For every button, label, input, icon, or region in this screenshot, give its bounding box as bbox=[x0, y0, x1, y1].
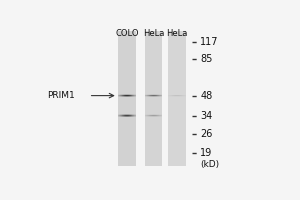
Text: 34: 34 bbox=[200, 111, 212, 121]
Text: 48: 48 bbox=[200, 91, 212, 101]
Bar bbox=[118, 31, 136, 166]
Bar bbox=[145, 31, 163, 166]
Text: (kD): (kD) bbox=[200, 160, 219, 169]
Text: COLO: COLO bbox=[115, 29, 139, 38]
Text: PRIM1: PRIM1 bbox=[47, 91, 74, 100]
Text: HeLa: HeLa bbox=[143, 29, 164, 38]
Text: 19: 19 bbox=[200, 148, 212, 158]
Bar bbox=[168, 31, 186, 166]
Text: 26: 26 bbox=[200, 129, 213, 139]
Text: 85: 85 bbox=[200, 54, 213, 64]
Text: 117: 117 bbox=[200, 37, 219, 47]
Text: HeLa: HeLa bbox=[166, 29, 188, 38]
